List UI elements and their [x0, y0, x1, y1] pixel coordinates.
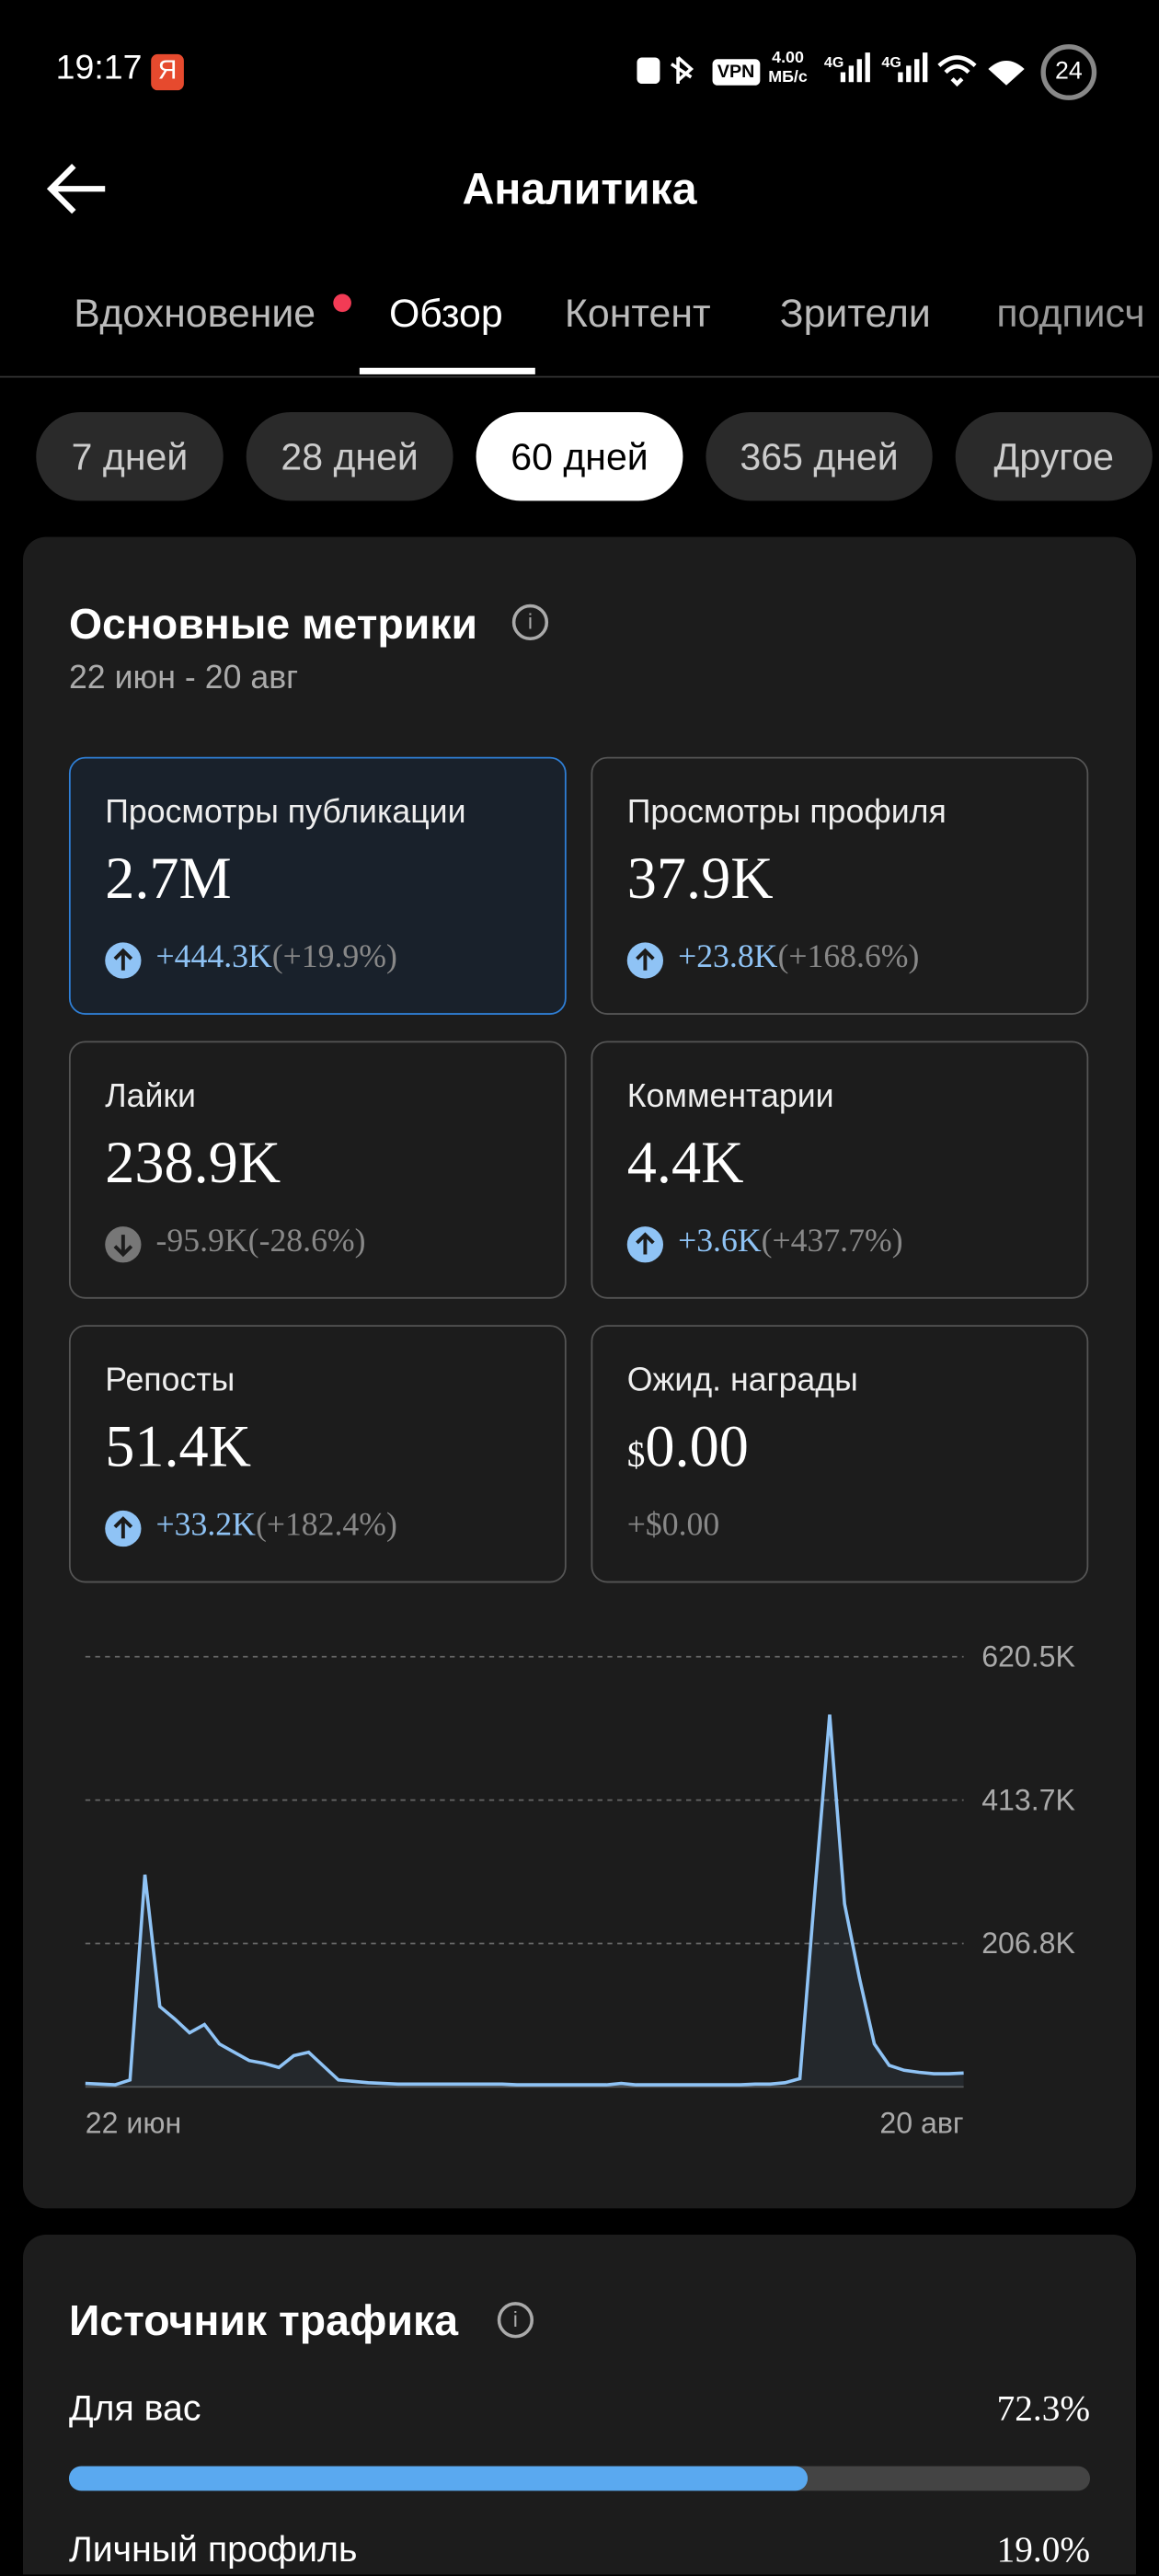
metric-box[interactable]: Просмотры профиля 37.9K +23.8K(+168.6%) [591, 756, 1089, 1015]
change: +23.8K [678, 938, 778, 976]
status-icons [637, 56, 694, 85]
tab-dot [333, 293, 351, 313]
metric-label: Репосты [105, 1363, 235, 1399]
metric-label: Комментарии [626, 1078, 834, 1115]
change-pct: (+168.6%) [777, 938, 920, 976]
title: Аналитика [462, 164, 697, 214]
value: 0.00 [645, 1413, 749, 1480]
trend-icon [626, 942, 664, 979]
metric-label: Просмотры публикации [105, 794, 466, 832]
metric-box[interactable]: Лайки 238.9K -95.9K(-28.6%) [68, 1041, 567, 1299]
metric-change: +444.3K(+19.9%) [156, 939, 397, 977]
divider [0, 375, 1159, 378]
period[interactable]: 28 дней [246, 411, 453, 501]
period[interactable]: 7 дней [36, 411, 224, 501]
metrics-card: Основные метрики i 22 июн - 20 авг Просм… [22, 536, 1137, 2209]
tab[interactable]: Контент [564, 292, 711, 337]
currency: $ [626, 1433, 646, 1475]
metric-value: $0.00 [627, 1412, 749, 1481]
trend-icon [105, 942, 142, 979]
back-button[interactable] [46, 161, 111, 217]
y-tick-label: 206.8K [981, 1926, 1075, 1960]
metric-box[interactable]: Репосты 51.4K +33.2K(+182.4%) [68, 1325, 567, 1583]
traffic-card: Источник трафика i Для вас 72.3% Личный пр… [22, 2234, 1137, 2575]
change-pct: (+182.4%) [255, 1507, 397, 1544]
bar [68, 2466, 808, 2491]
metric-value: 238.9K [105, 1128, 281, 1197]
row-value: 19.0% [996, 2528, 1091, 2570]
speed-value: 4.00 [772, 49, 804, 68]
change-pct: (-28.6%) [247, 1223, 366, 1259]
net: 4G [823, 53, 844, 71]
change: +33.2K [155, 1507, 256, 1544]
period[interactable]: 60 дней [476, 411, 683, 501]
metric-label: Лайки [105, 1078, 196, 1115]
tab-underline [359, 367, 535, 374]
y-tick-label: 413.7K [981, 1783, 1075, 1816]
signal-icons [840, 52, 1025, 87]
x-tick-label: 22 июн [86, 2106, 181, 2139]
info-icon[interactable]: i [511, 604, 549, 641]
tab[interactable]: Вдохновение [74, 292, 316, 337]
value: 238.9K [105, 1129, 281, 1196]
card-title: Источник трафика [68, 2295, 459, 2345]
x-tick-label: 20 авг [879, 2106, 963, 2139]
trend-icon [105, 1226, 142, 1263]
area [85, 1714, 964, 2087]
metric-change: -95.9K(-28.6%) [156, 1224, 366, 1261]
change: +444.3K [155, 938, 272, 976]
metric-value: 2.7M [105, 844, 231, 913]
tab[interactable]: Зрители [779, 292, 931, 337]
date-range: 22 июн - 20 авг [68, 660, 299, 696]
card-title: Основные метрики [68, 599, 477, 649]
value: 37.9K [626, 845, 774, 912]
change: -95.9K [155, 1223, 248, 1259]
change: +3.6K [678, 1223, 762, 1259]
metric-change: +3.6K(+437.7%) [678, 1224, 903, 1261]
metric-change: +33.2K(+182.4%) [156, 1507, 397, 1545]
change: +$0.00 [626, 1507, 720, 1544]
metric-label: Ожид. награды [626, 1363, 858, 1399]
line-chart: 206.8K 413.7K 620.5K 22 июн 20 авг [85, 1639, 1076, 2139]
vpn: VPN [712, 59, 760, 86]
speed-unit: МБ/с [768, 68, 808, 87]
change-pct: (+19.9%) [271, 938, 397, 976]
metric-change: +$0.00 [627, 1507, 719, 1545]
value: 51.4K [105, 1413, 252, 1480]
row-value: 72.3% [996, 2386, 1091, 2429]
row-label: Личный профиль [68, 2528, 358, 2570]
change-pct: (+437.7%) [761, 1223, 903, 1259]
metric-label: Просмотры профиля [626, 794, 947, 832]
metric-change: +23.8K(+168.6%) [678, 939, 919, 977]
info-icon[interactable]: i [497, 2302, 534, 2339]
tab[interactable]: Обзор [388, 292, 503, 337]
metric-value: 4.4K [627, 1128, 744, 1197]
trend-icon [626, 1226, 664, 1263]
app-badge: Я [151, 53, 184, 91]
value: 2.7M [105, 845, 232, 912]
metric-value: 51.4K [105, 1412, 251, 1481]
value: 4.4K [626, 1129, 744, 1196]
line [85, 1714, 964, 2087]
battery: 24 [1040, 44, 1097, 100]
net: 4G [881, 53, 901, 71]
row-label: Для вас [68, 2386, 201, 2429]
tab[interactable]: подписч [996, 292, 1145, 337]
metric-box[interactable]: Просмотры публикации 2.7M +444.3K(+19.9%) [68, 756, 567, 1015]
metric-value: 37.9K [627, 844, 774, 913]
period[interactable]: 365 дней [706, 411, 933, 501]
metric-box[interactable]: Комментарии 4.4K +3.6K(+437.7%) [591, 1041, 1089, 1299]
y-tick-label: 620.5K [981, 1639, 1075, 1673]
metric-box[interactable]: Ожид. награды $0.00 +$0.00 [591, 1325, 1089, 1583]
time: 19:17 [55, 49, 143, 87]
trend-icon [105, 1510, 142, 1547]
period[interactable]: Другое [955, 411, 1153, 501]
speed: 4.00 МБ/с [768, 50, 808, 89]
